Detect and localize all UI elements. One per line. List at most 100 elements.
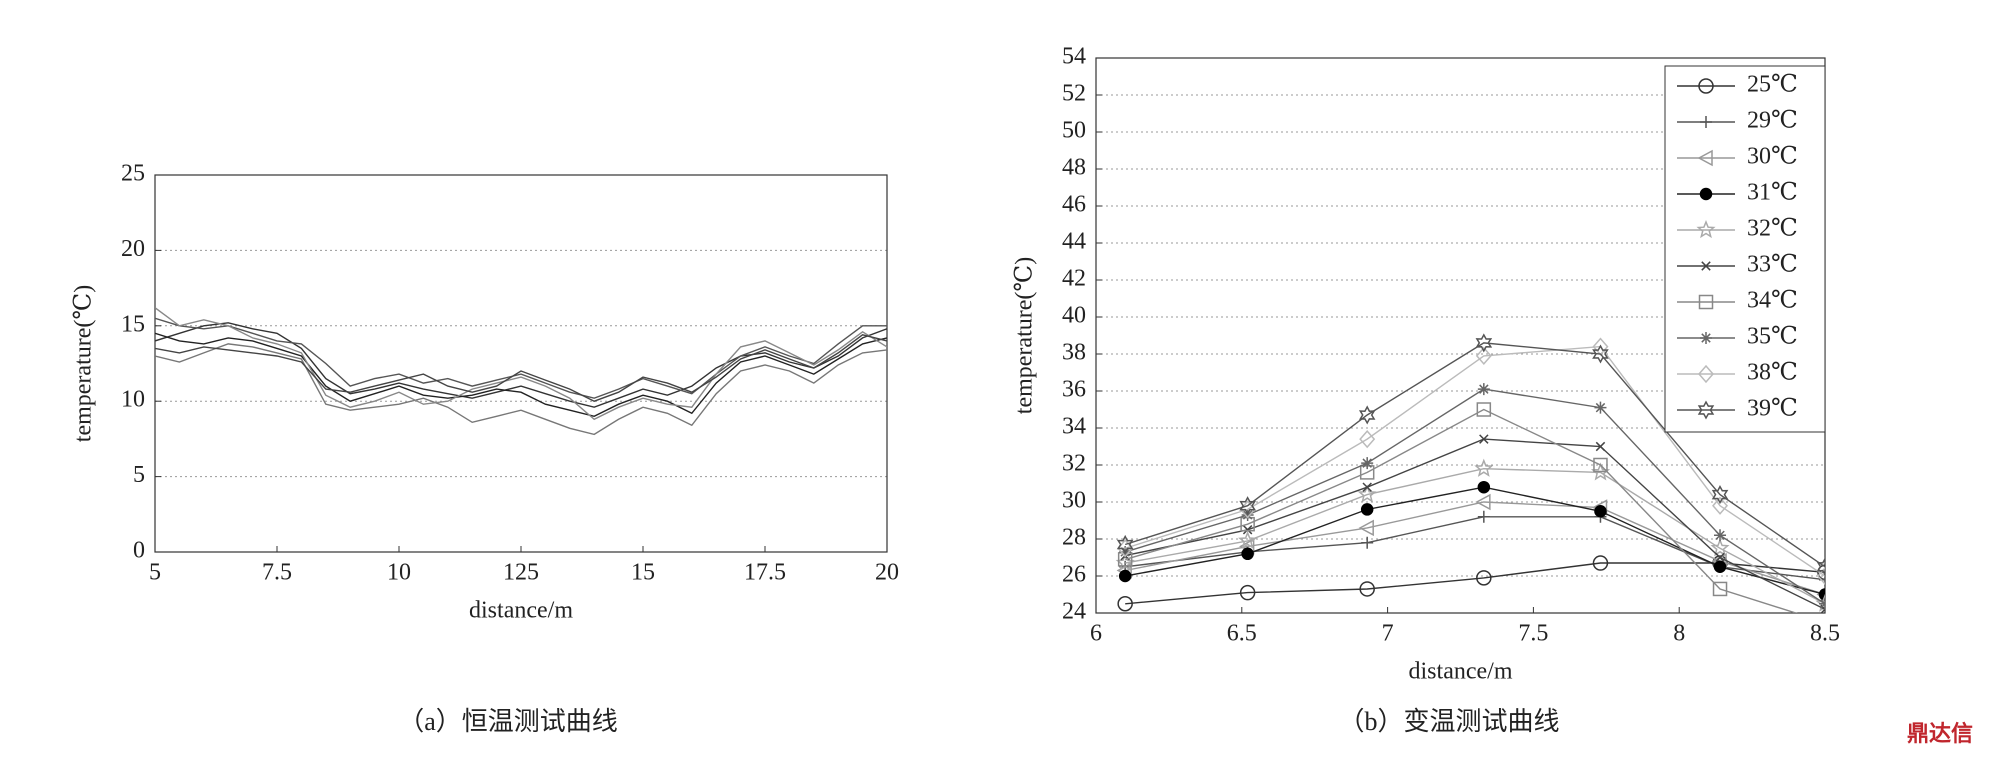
marker	[1361, 536, 1374, 549]
marker	[1710, 538, 1730, 557]
marker	[1359, 429, 1376, 449]
marker	[1477, 480, 1491, 494]
legend-label: 39℃	[1747, 396, 1798, 422]
legend-label: 35℃	[1747, 324, 1798, 350]
x-tick-label: 125	[503, 560, 539, 586]
legend-marker	[1698, 78, 1714, 94]
y-tick-label: 50	[1062, 118, 1086, 144]
marker	[1477, 510, 1490, 523]
marker	[1479, 434, 1489, 444]
series-line	[155, 332, 887, 418]
x-tick-label: 8	[1673, 621, 1685, 647]
legend-label: 32℃	[1747, 216, 1798, 242]
y-tick-label: 44	[1062, 229, 1086, 255]
series-line	[155, 322, 887, 408]
legend-marker	[1698, 364, 1714, 384]
x-tick-label: 7.5	[1518, 621, 1548, 647]
x-tick-label: 7.5	[262, 560, 292, 586]
x-tick-label: 6	[1090, 621, 1102, 647]
legend-label: 25℃	[1747, 72, 1798, 98]
marker	[1362, 482, 1372, 492]
marker	[1712, 496, 1729, 515]
legend-box	[1664, 65, 1826, 433]
marker	[1714, 529, 1727, 542]
x-axis-label: distance/m	[1409, 659, 1513, 685]
series-line	[1124, 342, 1825, 568]
x-tick-label: 17.5	[744, 560, 786, 586]
legend-label: 30℃	[1747, 144, 1798, 170]
marker	[1817, 566, 1825, 586]
series-line	[1125, 408, 1798, 613]
marker	[1476, 570, 1492, 586]
legend-marker	[1697, 149, 1713, 167]
y-tick-label: 32	[1062, 451, 1086, 477]
y-tick-label: 24	[1062, 599, 1086, 625]
y-axis-label: temperature(℃)	[71, 285, 97, 442]
y-tick-label: 0	[133, 538, 145, 564]
legend-label: 31℃	[1747, 180, 1798, 206]
marker	[1358, 519, 1374, 537]
marker	[1239, 584, 1256, 601]
y-tick-label: 52	[1062, 81, 1086, 107]
marker	[1118, 569, 1132, 583]
y-tick-label: 28	[1062, 525, 1086, 551]
marker	[1238, 530, 1258, 549]
series-line	[1124, 345, 1825, 577]
y-tick-label: 48	[1062, 155, 1086, 181]
marker	[1715, 552, 1725, 563]
marker	[1116, 534, 1134, 555]
plot-area	[155, 307, 887, 436]
marker	[1592, 555, 1609, 571]
legend-marker	[1701, 261, 1711, 271]
marker	[1474, 458, 1494, 477]
y-tick-label: 30	[1062, 488, 1086, 514]
plot-frame	[154, 174, 888, 553]
legend-marker	[1697, 400, 1715, 420]
legend-label: 34℃	[1747, 288, 1798, 314]
y-tick-label: 42	[1062, 266, 1086, 292]
y-tick-label: 5	[133, 462, 145, 488]
marker	[1713, 560, 1727, 573]
watermark: 鼎达信	[1907, 721, 1973, 747]
series-line	[155, 317, 887, 399]
marker	[1475, 333, 1493, 353]
y-tick-label: 20	[121, 236, 145, 262]
legend-marker	[1696, 219, 1716, 239]
marker	[1477, 383, 1490, 396]
x-tick-label: 6.5	[1227, 621, 1257, 647]
marker	[1592, 344, 1609, 364]
series-line	[155, 343, 887, 436]
marker	[1475, 493, 1491, 511]
marker	[1816, 557, 1825, 577]
legend-label: 29℃	[1747, 108, 1798, 134]
x-tick-label: 15	[631, 560, 655, 586]
legend-marker	[1700, 332, 1712, 344]
marker	[1242, 525, 1253, 535]
x-tick-label: 20	[875, 560, 899, 586]
marker	[1358, 405, 1376, 425]
series-line	[155, 334, 887, 402]
y-tick-label: 36	[1062, 377, 1086, 403]
y-tick-label: 10	[121, 387, 145, 413]
marker	[1595, 441, 1606, 452]
marker	[1117, 596, 1133, 612]
y-tick-label: 34	[1062, 414, 1086, 440]
x-tick-label: 8.5	[1810, 621, 1840, 647]
marker	[1815, 593, 1825, 612]
marker	[1357, 484, 1377, 503]
marker	[1241, 547, 1254, 561]
x-tick-label: 7	[1382, 621, 1394, 647]
legend-label: 38℃	[1747, 360, 1798, 386]
marker	[1594, 505, 1607, 518]
y-tick-label: 15	[121, 311, 145, 337]
caption: （a）恒温测试曲线	[398, 707, 618, 736]
x-tick-label: 10	[387, 560, 411, 586]
x-tick-label: 5	[149, 560, 161, 586]
y-tick-label: 54	[1062, 44, 1086, 70]
series-line	[1125, 438, 1825, 610]
marker	[1594, 401, 1607, 414]
marker	[1475, 346, 1492, 365]
legend-marker	[1699, 187, 1713, 201]
marker	[1360, 503, 1374, 516]
